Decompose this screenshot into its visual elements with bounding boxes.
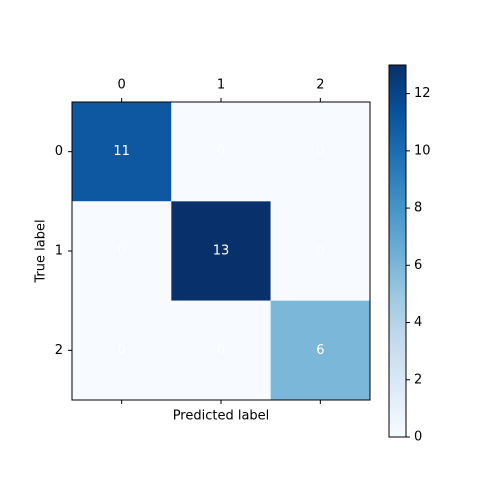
cell [270, 201, 370, 301]
x-tick-label: 1 [217, 78, 225, 93]
cell-label: 0 [118, 244, 126, 259]
x-axis-label: Predicted label [173, 409, 270, 424]
cell [72, 300, 172, 400]
colorbar-tick-label: 10 [414, 143, 431, 158]
cell-label: 13 [213, 244, 230, 259]
colorbar-tick-label: 12 [414, 86, 431, 101]
cell-label: 11 [113, 144, 130, 159]
colorbar-tick-label: 4 [414, 315, 422, 330]
colorbar-tick-label: 8 [414, 201, 422, 216]
cell-label: 0 [316, 144, 324, 159]
y-axis-label: True label [34, 219, 49, 283]
colorbar-tick-label: 2 [414, 372, 422, 387]
cell-label: 6 [316, 343, 324, 358]
y-tick-label: 2 [55, 343, 63, 358]
cell [270, 102, 370, 202]
cell [72, 201, 172, 301]
x-tick-label: 0 [118, 78, 126, 93]
x-tick-label: 2 [316, 78, 324, 93]
y-tick-label: 0 [55, 144, 63, 159]
cell [171, 201, 271, 301]
colorbar [388, 64, 407, 438]
cell [72, 102, 172, 202]
cell-label: 0 [217, 144, 225, 159]
colorbar-tick-label: 0 [414, 430, 422, 445]
cell [171, 102, 271, 202]
cell [171, 300, 271, 400]
colorbar-tick-label: 6 [414, 258, 422, 273]
y-tick-label: 1 [55, 244, 63, 259]
cell [270, 300, 370, 400]
cell-label: 0 [118, 343, 126, 358]
cell-label: 0 [316, 244, 324, 259]
cell-label: 0 [217, 343, 225, 358]
